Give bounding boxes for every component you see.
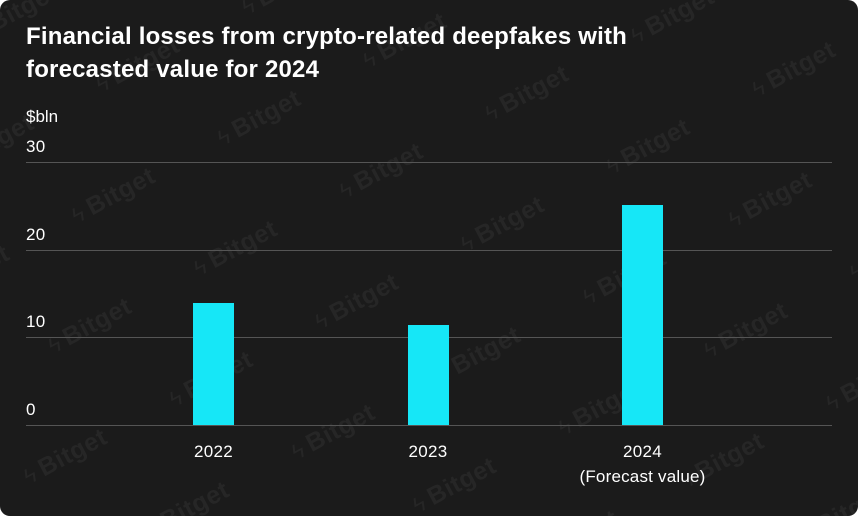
gridline-0 — [26, 425, 832, 426]
gridline-20 — [26, 249, 832, 251]
y-tick-label-0: 0 — [26, 400, 36, 419]
x-tick-label-2024: 2024 — [622, 442, 663, 461]
y-tick-label-20: 20 — [26, 224, 46, 244]
bar-2024 — [622, 204, 663, 425]
chart-title: Financial losses from crypto-related dee… — [26, 23, 628, 83]
bar-2023 — [407, 325, 449, 425]
y-tick-label-30: 30 — [26, 137, 46, 156]
x-tick-label-2022: 2022 — [193, 442, 234, 461]
y-tick-label-10: 10 — [26, 312, 46, 332]
x-tick-label-2023: 2023 — [408, 442, 448, 461]
x-tick-sublabel-2024: (Forecast value) — [579, 467, 706, 486]
gridline-30 — [26, 162, 832, 163]
y-axis-unit-label: $bln — [26, 107, 59, 126]
bar-2022 — [193, 303, 234, 425]
